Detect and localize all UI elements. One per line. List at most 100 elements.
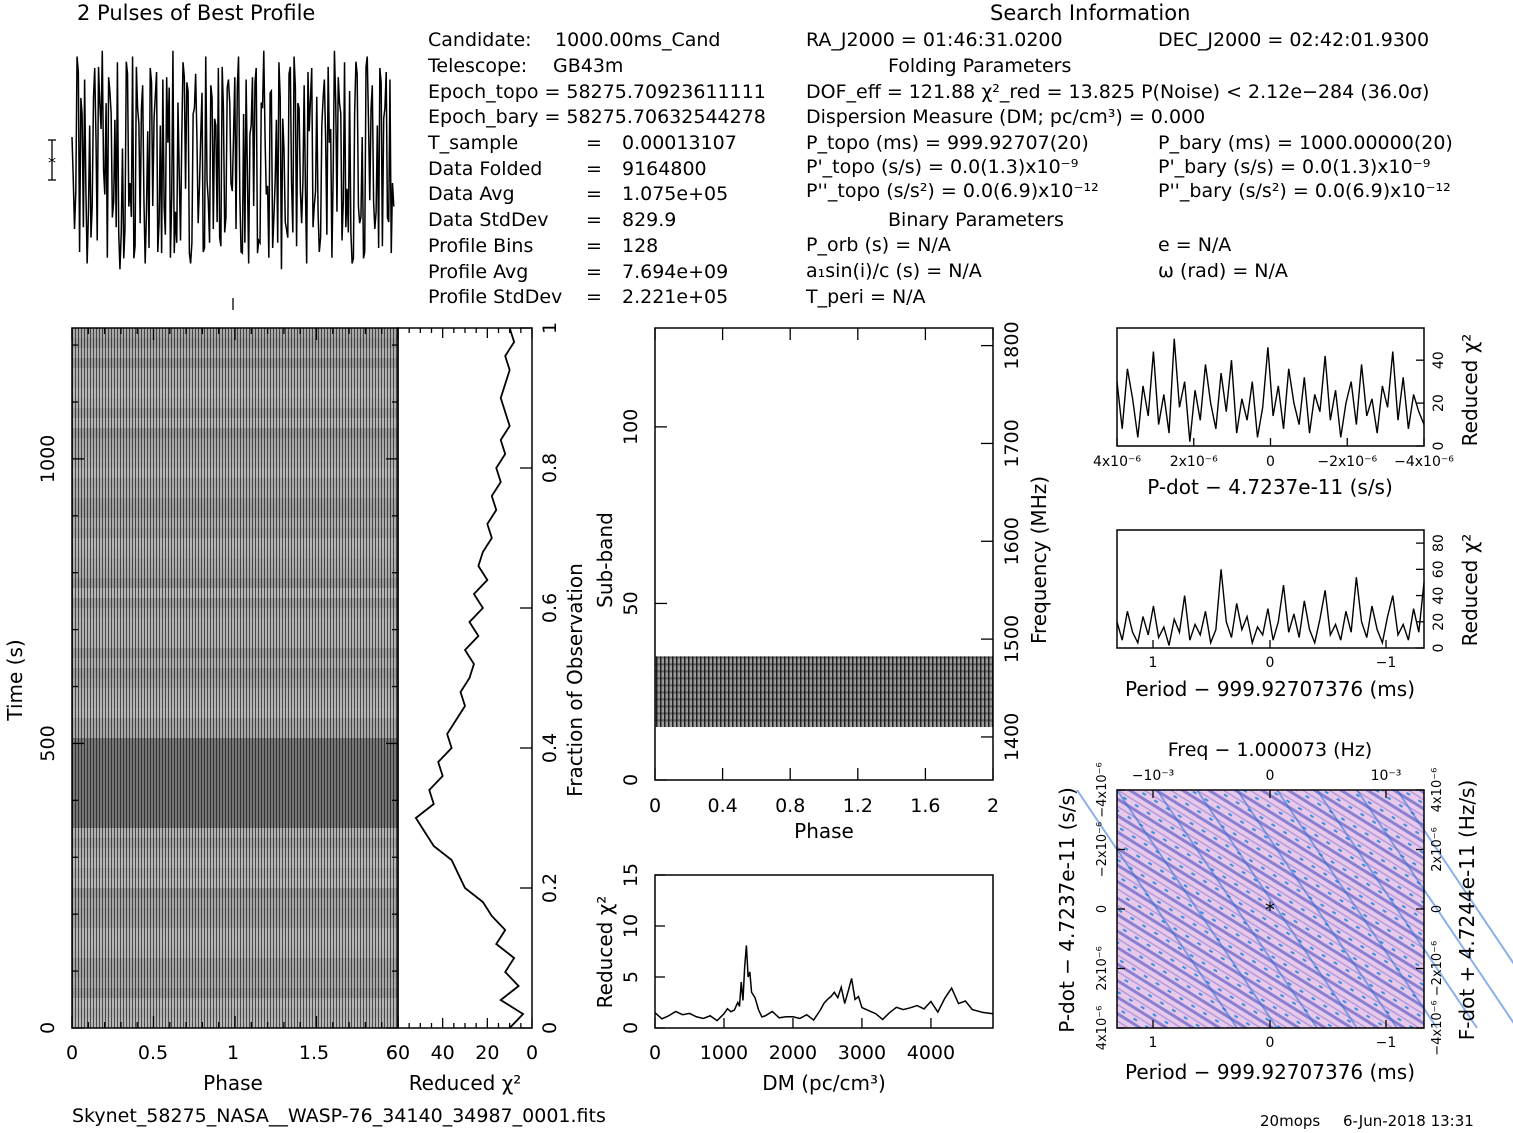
time-row	[72, 738, 398, 748]
time-row	[72, 728, 398, 738]
time-row	[72, 888, 398, 898]
stat-label: Data Avg	[428, 183, 515, 206]
footer-date: 6-Jun-2018 13:31	[1343, 1112, 1474, 1130]
y-tick-label: 10	[620, 914, 642, 938]
time-row	[72, 858, 398, 868]
y-tick-label: 80	[1431, 534, 1447, 552]
y-tick-label: 40	[1431, 587, 1447, 605]
x-tick-label: 4000	[907, 1042, 955, 1064]
x-tick-label: 1	[1149, 1035, 1158, 1051]
pdot-plot: 4x10⁻⁶ 2x10⁻⁶ 0 −2x10⁻⁶ −4x10⁻⁶ 0 20 40 P-dot − …	[1093, 327, 1482, 499]
time-row	[72, 678, 398, 688]
time-row	[72, 458, 398, 468]
time-row	[72, 838, 398, 848]
time-row	[72, 688, 398, 698]
y-tick-label: 500	[37, 725, 59, 761]
info-omega: ω (rad) = N/A	[1158, 260, 1288, 282]
x-tick-label: 1.6	[910, 795, 940, 817]
info-p-bary: P_bary (ms) = 1000.00000(20)	[1158, 132, 1453, 154]
x-tick-label: 0	[649, 795, 661, 817]
x-axis-label: Period − 999.92707376 (ms)	[1125, 1060, 1415, 1084]
y-tick-label: 20	[1431, 613, 1447, 631]
binary-params-title: Binary Parameters	[888, 209, 1064, 231]
time-row	[72, 568, 398, 578]
info-pdot-topo: P'_topo (s/s) = 0.0(1.3)x10⁻⁹	[806, 156, 1079, 178]
y-tick-label: −2x10⁻⁶	[1095, 822, 1110, 877]
info-pddot-topo: P''_topo (s/s²) = 0.0(6.9)x10⁻¹²	[806, 180, 1099, 202]
ppdot-title: Freq − 1.000073 (Hz)	[1168, 739, 1372, 761]
x-axis-label: Period − 999.92707376 (ms)	[1125, 677, 1415, 701]
x-tick-label: 0	[66, 1042, 78, 1064]
y-tick-label: 100	[620, 409, 642, 445]
x-tick-label: 20	[475, 1042, 499, 1064]
info-p-topo: P_topo (ms) = 999.92707(20)	[806, 132, 1089, 154]
y-axis-label: Reduced χ²	[1458, 534, 1482, 647]
time-row	[72, 498, 398, 508]
subband-row	[655, 670, 993, 673]
time-row	[72, 638, 398, 648]
stat-value: 829.9	[622, 209, 677, 232]
y-tick-label: 4x10⁻⁶	[1095, 1006, 1110, 1051]
stat-equals: =	[586, 183, 602, 206]
time-row	[72, 648, 398, 658]
time-row	[72, 878, 398, 888]
y-tick-label: 50	[620, 591, 642, 615]
subband-row	[655, 656, 993, 659]
info-dof-line: DOF_eff = 121.88 χ²_red = 13.825 P(Noise…	[806, 81, 1430, 103]
stat-value: 0.00013107	[622, 132, 737, 154]
info-telescope-value: GB43m	[553, 55, 624, 77]
dm-frame	[654, 874, 994, 1029]
y2-tick-label: 1500	[1001, 615, 1023, 663]
ppdot-heatmap	[1117, 790, 1424, 1028]
ppdot-ridge	[1076, 789, 1238, 1029]
stat-label: Profile StdDev	[428, 286, 563, 309]
y-tick-label: 0.6	[539, 593, 561, 623]
period-pdot-plot: * 1 0 −1 −10⁻³ 0 10⁻³ 4x10⁻⁶ 2x10⁻⁶ 0 −2x10⁻⁶ −4x10…	[1055, 739, 1513, 1084]
time-row	[72, 598, 398, 608]
info-epoch-topo: Epoch_topo = 58275.70923611111	[428, 81, 766, 103]
y2-tick-label: 2x10⁻⁶	[1430, 827, 1445, 872]
time-row	[72, 538, 398, 548]
stat-value: 9164800	[622, 157, 707, 180]
profile-line	[71, 50, 395, 270]
time-row	[72, 658, 398, 668]
time-row	[72, 988, 398, 998]
info-candidate-value: 1000.00ms_Cand	[555, 29, 721, 51]
x-tick-label: −4x10⁻⁶	[1394, 454, 1454, 470]
footer-filename: Skynet_58275_NASA__WASP-76_34140_34987_0…	[72, 1105, 606, 1127]
stat-label: Profile Avg	[428, 260, 529, 283]
ppdot-ridge	[1116, 789, 1278, 1029]
y-tick-label: 0	[1095, 905, 1110, 913]
stat-label: Profile Bins	[428, 234, 534, 257]
ppdot-ridge	[1156, 789, 1318, 1029]
time-row	[72, 508, 398, 518]
time-row	[72, 708, 398, 718]
x-tick-label: 0	[1266, 454, 1275, 470]
errorbar-star: *	[48, 153, 56, 172]
x-tick-label: 1.2	[843, 795, 873, 817]
y-tick-label: 40	[1431, 351, 1447, 369]
subband-fill	[655, 656, 993, 728]
y2-tick-label: −2x10⁻⁶	[1430, 941, 1445, 996]
x-axis-label: Phase	[203, 1071, 263, 1095]
y-axis-label: Sub-band	[593, 512, 617, 608]
chi-time-line	[414, 327, 525, 1029]
stat-label: T_sample	[428, 132, 519, 154]
time-row	[72, 808, 398, 818]
x-tick-label-overlap: 6	[386, 1042, 398, 1064]
x-tick-label: 0	[1266, 655, 1275, 671]
time-row	[72, 1008, 398, 1018]
x2-tick-label: −10⁻³	[1132, 768, 1175, 784]
period-plot: 1 0 −1 0 20 40 60 80 Period − 999.92707376 (ms) R…	[1116, 529, 1482, 701]
y-tick-label: 0.4	[539, 733, 561, 763]
time-row	[72, 788, 398, 798]
subband-row	[655, 698, 993, 701]
subband-frame	[654, 327, 994, 781]
x-tick-label: 60	[386, 1042, 410, 1064]
x-axis-label: Reduced χ²	[409, 1071, 522, 1095]
time-row	[72, 448, 398, 458]
info-a1sini: a₁sin(i)/c (s) = N/A	[806, 260, 982, 282]
time-row	[72, 438, 398, 448]
time-row	[72, 378, 398, 388]
